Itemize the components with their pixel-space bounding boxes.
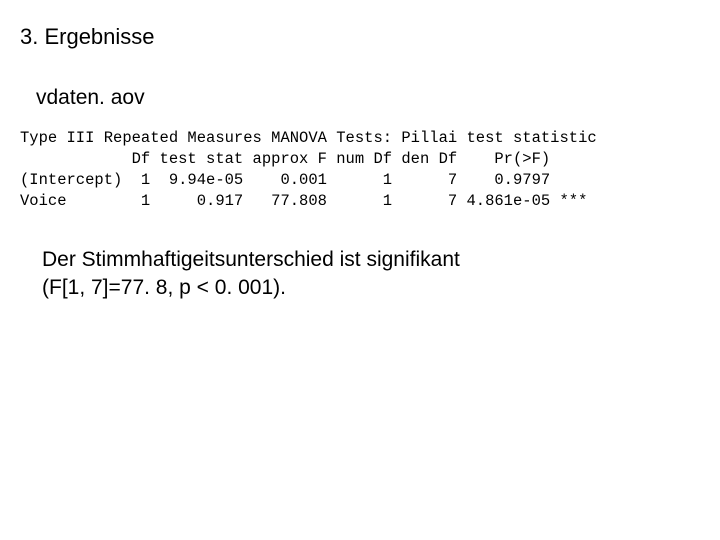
conclusion-line-2: (F[1, 7]=77. 8, p < 0. 001). xyxy=(42,276,286,299)
manova-colheader: Df test stat approx F num Df den Df Pr(>… xyxy=(20,150,550,168)
conclusion-text: Der Stimmhaftigeitsunterschied ist signi… xyxy=(42,246,602,303)
section-title: 3. Ergebnisse xyxy=(20,24,700,50)
manova-header: Type III Repeated Measures MANOVA Tests:… xyxy=(20,129,597,147)
manova-row-voice: Voice 1 0.917 77.808 1 7 4.861e-05 *** xyxy=(20,192,587,210)
page-container: 3. Ergebnisse vdaten. aov Type III Repea… xyxy=(0,0,720,302)
manova-row-intercept: (Intercept) 1 9.94e-05 0.001 1 7 0.9797 xyxy=(20,171,550,189)
filename-label: vdaten. aov xyxy=(36,86,700,110)
manova-output: Type III Repeated Measures MANOVA Tests:… xyxy=(20,128,700,212)
conclusion-line-1: Der Stimmhaftigeitsunterschied ist signi… xyxy=(42,248,460,271)
